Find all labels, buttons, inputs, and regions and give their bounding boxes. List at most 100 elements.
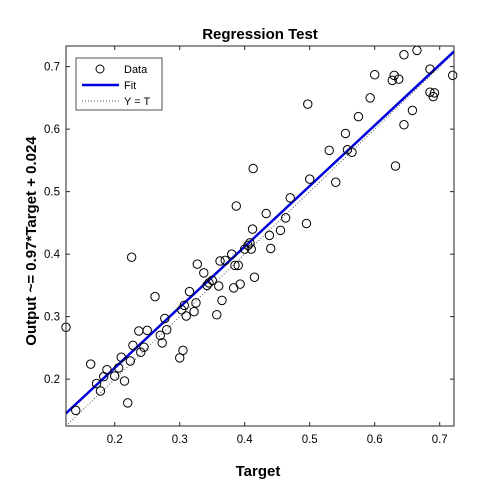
data-point bbox=[199, 268, 209, 278]
data-point bbox=[353, 111, 364, 122]
x-tick-label: 0.2 bbox=[107, 434, 123, 446]
data-point bbox=[178, 345, 188, 356]
data-point bbox=[235, 279, 245, 289]
data-point bbox=[233, 260, 243, 271]
data-point bbox=[116, 352, 126, 362]
data-point bbox=[113, 363, 124, 373]
data-point bbox=[155, 330, 165, 341]
data-point bbox=[399, 50, 409, 60]
data-point bbox=[204, 278, 214, 288]
chart-title: Regression Test bbox=[202, 26, 318, 43]
data-point bbox=[448, 70, 458, 81]
data-point bbox=[207, 275, 217, 286]
y-axis-label: Output ~= 0.97*Target + 0.024 bbox=[23, 136, 40, 346]
y-tick-label: 0.7 bbox=[44, 62, 60, 74]
data-point bbox=[157, 338, 167, 348]
data-point bbox=[85, 359, 96, 369]
data-point bbox=[142, 325, 152, 336]
data-point bbox=[192, 259, 202, 269]
data-point bbox=[340, 128, 351, 139]
data-point bbox=[249, 272, 260, 282]
data-point bbox=[399, 120, 409, 130]
plot-marks bbox=[61, 45, 458, 427]
data-point bbox=[230, 260, 240, 271]
data-point bbox=[202, 280, 212, 291]
fit-line bbox=[65, 50, 455, 415]
data-point bbox=[365, 93, 375, 103]
data-point bbox=[246, 244, 256, 254]
data-point bbox=[214, 281, 224, 291]
y-tick-label: 0.2 bbox=[44, 374, 60, 386]
data-point bbox=[425, 64, 435, 74]
legend-identity-label: Y = T bbox=[124, 96, 150, 108]
data-point bbox=[303, 99, 313, 109]
data-point bbox=[179, 300, 189, 311]
data-point bbox=[162, 325, 172, 335]
y-tick-label: 0.6 bbox=[44, 124, 60, 136]
data-point bbox=[331, 177, 341, 187]
data-point bbox=[280, 213, 291, 223]
data-point bbox=[285, 193, 295, 203]
data-point bbox=[125, 356, 136, 366]
data-point bbox=[301, 218, 312, 229]
x-tick-label: 0.3 bbox=[172, 434, 188, 446]
legend: Data Fit Y = T bbox=[75, 57, 163, 111]
data-point bbox=[119, 376, 130, 386]
y-tick-label: 0.4 bbox=[44, 249, 61, 261]
data-point bbox=[266, 243, 276, 254]
data-point bbox=[387, 75, 397, 86]
data-point bbox=[275, 225, 286, 236]
data-point bbox=[215, 256, 225, 266]
data-point bbox=[231, 201, 241, 211]
data-point bbox=[247, 224, 258, 234]
data-point bbox=[110, 371, 120, 381]
data-point bbox=[126, 252, 137, 262]
data-point bbox=[95, 386, 106, 396]
data-point bbox=[150, 291, 160, 302]
data-point bbox=[139, 342, 149, 352]
axis-ticks: 0.2 0.3 0.4 0.5 0.6 0.7 0.2 0.3 0.4 0.5 0.6 0.7 bbox=[44, 46, 454, 446]
data-point bbox=[71, 405, 81, 416]
data-point bbox=[191, 298, 201, 308]
data-point bbox=[324, 145, 334, 156]
data-point bbox=[212, 310, 222, 320]
x-tick-label: 0.7 bbox=[432, 434, 448, 446]
data-point bbox=[217, 295, 227, 306]
data-point bbox=[264, 230, 275, 241]
data-point bbox=[429, 88, 440, 98]
data-point bbox=[245, 238, 255, 248]
data-point bbox=[128, 340, 138, 351]
data-point bbox=[91, 378, 102, 389]
data-point bbox=[248, 163, 258, 174]
y-tick-label: 0.3 bbox=[44, 312, 60, 324]
x-axis-label: Target bbox=[236, 463, 281, 480]
data-point bbox=[342, 145, 353, 155]
data-point bbox=[136, 347, 146, 357]
data-point bbox=[428, 91, 438, 102]
data-point bbox=[160, 313, 170, 324]
x-tick-label: 0.5 bbox=[302, 434, 318, 446]
data-point bbox=[220, 255, 230, 266]
y-tick-label: 0.5 bbox=[44, 187, 60, 199]
data-point bbox=[181, 311, 191, 321]
data-point bbox=[390, 161, 401, 171]
x-tick-label: 0.4 bbox=[237, 434, 254, 446]
data-point bbox=[123, 398, 133, 408]
data-point bbox=[370, 70, 380, 80]
plot-frame bbox=[65, 45, 455, 427]
data-point bbox=[347, 147, 357, 157]
data-point bbox=[407, 105, 418, 116]
data-point bbox=[305, 174, 315, 184]
data-point bbox=[227, 249, 237, 259]
data-point bbox=[394, 74, 404, 84]
data-point bbox=[261, 208, 271, 219]
legend-data-label: Data bbox=[124, 64, 148, 76]
data-point bbox=[102, 365, 112, 375]
legend-data-marker-icon bbox=[95, 64, 105, 74]
legend-fit-label: Fit bbox=[124, 80, 136, 92]
data-point bbox=[184, 286, 195, 297]
data-point bbox=[189, 306, 199, 317]
x-tick-label: 0.6 bbox=[367, 434, 383, 446]
